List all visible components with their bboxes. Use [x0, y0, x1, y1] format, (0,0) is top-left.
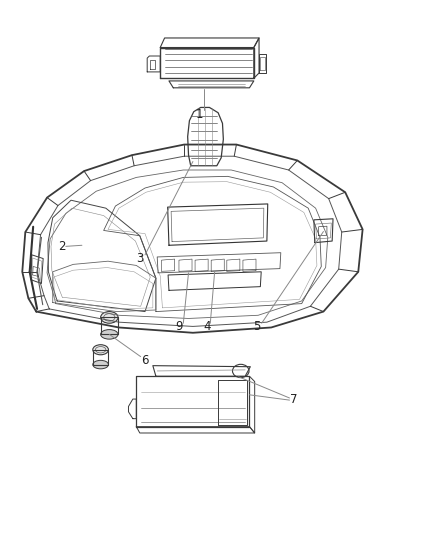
Ellipse shape: [93, 345, 109, 355]
Text: 1: 1: [196, 108, 203, 121]
Text: 3: 3: [136, 252, 144, 265]
Text: 2: 2: [58, 240, 65, 253]
Ellipse shape: [101, 329, 118, 339]
Ellipse shape: [101, 312, 118, 323]
Text: 9: 9: [175, 320, 183, 334]
Text: 6: 6: [141, 354, 149, 367]
Ellipse shape: [93, 360, 109, 369]
Text: 4: 4: [203, 320, 211, 334]
Text: 7: 7: [290, 393, 297, 406]
Text: 5: 5: [254, 320, 261, 334]
